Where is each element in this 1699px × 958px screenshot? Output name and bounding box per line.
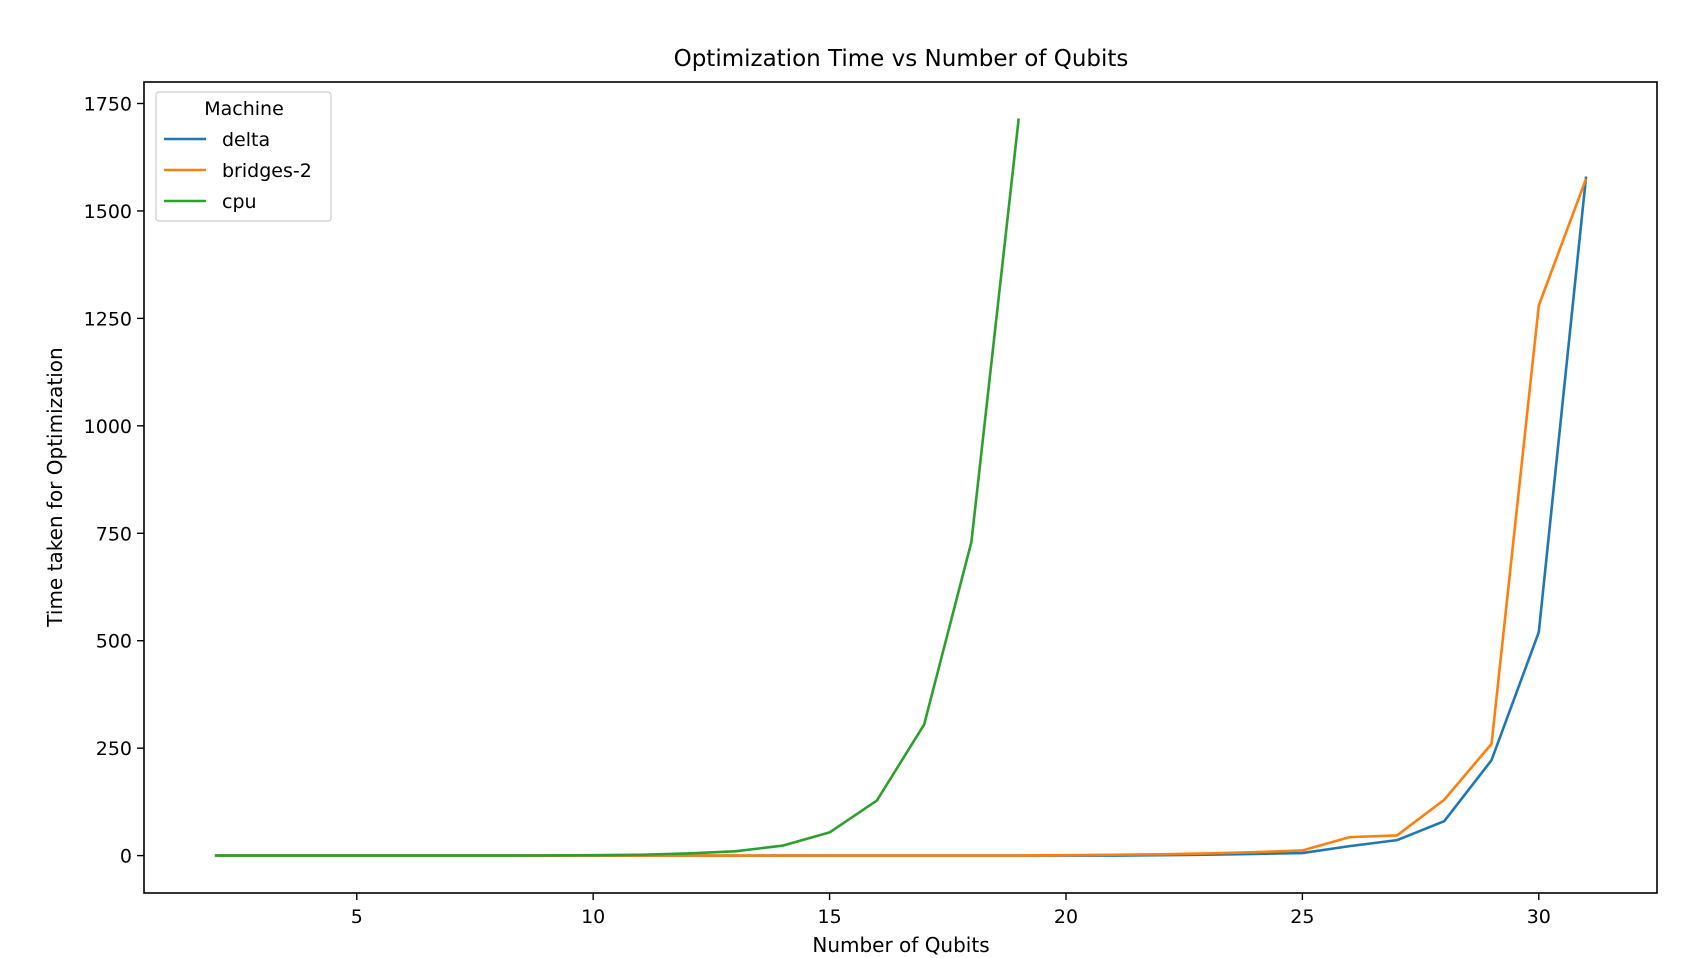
y-tick-label: 750	[96, 523, 132, 545]
x-tick-label: 5	[351, 906, 363, 928]
x-tick-label: 20	[1054, 906, 1078, 928]
y-axis-label: Time taken for Optimization	[43, 347, 67, 627]
legend-label-delta: delta	[222, 129, 270, 151]
legend-label-bridges-2: bridges-2	[222, 160, 312, 182]
x-tick-label: 30	[1527, 906, 1551, 928]
legend: Machine delta bridges-2 cpu	[155, 91, 332, 222]
legend-label-cpu: cpu	[222, 191, 257, 213]
y-tick-label: 1250	[84, 308, 132, 330]
y-tick-label: 1750	[84, 93, 132, 115]
legend-box	[155, 91, 332, 222]
legend-title: Machine	[204, 98, 284, 120]
series-line-cpu	[214, 118, 1020, 857]
y-axis: 0 250 500 750 1000 1250 1500 1750	[84, 93, 144, 868]
y-tick-label: 500	[96, 631, 132, 653]
plot-frame	[143, 81, 1658, 894]
plot-lines	[214, 118, 1588, 857]
y-tick-label: 1000	[84, 416, 132, 438]
y-tick-label: 1500	[84, 201, 132, 223]
x-axis-label: Number of Qubits	[812, 933, 989, 957]
x-tick-label: 10	[581, 906, 605, 928]
y-tick-label: 0	[120, 846, 132, 868]
chart-title: Optimization Time vs Number of Qubits	[674, 46, 1129, 72]
y-tick-label: 250	[96, 738, 132, 760]
x-tick-label: 25	[1290, 906, 1314, 928]
x-axis: 5 10 15 20 25 30	[351, 893, 1551, 928]
x-tick-label: 15	[817, 906, 841, 928]
